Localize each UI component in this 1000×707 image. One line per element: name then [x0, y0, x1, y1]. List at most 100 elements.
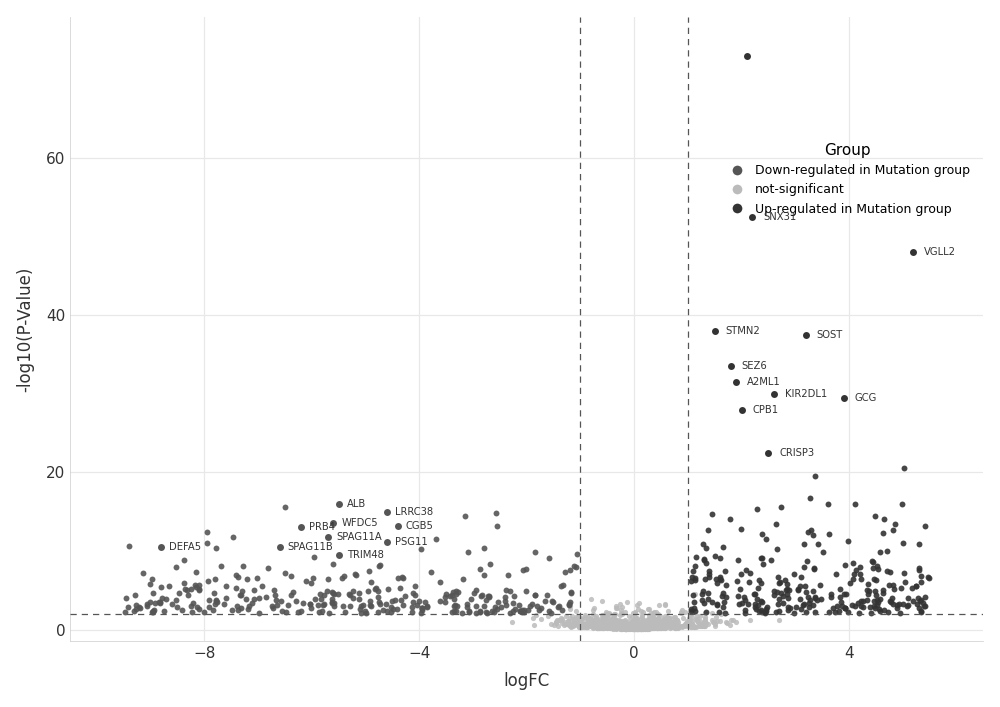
Point: [640, 617, 656, 628]
Point: [663, 621, 679, 632]
Point: [879, 546, 895, 557]
Point: [659, 617, 675, 629]
Point: [468, 600, 484, 612]
Point: [870, 563, 886, 575]
Point: [606, 623, 622, 634]
Point: [631, 619, 647, 631]
Point: [533, 602, 549, 614]
Point: [267, 590, 283, 601]
Point: [637, 623, 653, 634]
Point: [640, 623, 656, 634]
Point: [851, 607, 867, 619]
Point: [659, 612, 675, 623]
Point: [707, 550, 723, 561]
Point: [191, 579, 207, 590]
Point: [715, 602, 731, 613]
Point: [664, 619, 680, 631]
Point: [633, 623, 649, 634]
Point: [201, 594, 217, 605]
Point: [718, 579, 734, 590]
Point: [627, 611, 643, 622]
Point: [599, 608, 615, 619]
Point: [734, 597, 750, 609]
Point: [581, 615, 597, 626]
Point: [625, 622, 641, 633]
Point: [653, 621, 669, 633]
Point: [413, 544, 429, 555]
Point: [827, 607, 843, 618]
Point: [580, 615, 596, 626]
Point: [158, 593, 174, 604]
Point: [627, 624, 643, 635]
Point: [549, 614, 565, 626]
Point: [657, 616, 673, 627]
Point: [810, 539, 826, 550]
Point: [763, 554, 779, 566]
Point: [631, 597, 647, 609]
Point: [663, 621, 679, 633]
Point: [867, 585, 883, 597]
Point: [618, 623, 634, 634]
Point: [778, 584, 794, 595]
Point: [390, 520, 406, 532]
Point: [419, 600, 435, 612]
Point: [584, 617, 600, 628]
Point: [609, 621, 625, 633]
Point: [644, 620, 660, 631]
Point: [643, 618, 659, 629]
Point: [644, 617, 660, 629]
Point: [617, 619, 633, 630]
Point: [619, 622, 635, 633]
Point: [609, 623, 625, 634]
Point: [770, 598, 786, 609]
Point: [602, 622, 618, 633]
Point: [860, 588, 876, 600]
Point: [655, 617, 671, 629]
Point: [617, 607, 633, 618]
Point: [518, 563, 534, 575]
Point: [326, 600, 342, 612]
Point: [639, 622, 655, 633]
Point: [681, 621, 697, 632]
Point: [615, 621, 631, 633]
Point: [527, 546, 543, 557]
Point: [575, 613, 591, 624]
Point: [316, 590, 332, 601]
Point: [383, 606, 399, 617]
Point: [603, 620, 619, 631]
Point: [775, 597, 791, 609]
Point: [607, 622, 623, 633]
Point: [461, 607, 477, 618]
Point: [594, 618, 610, 629]
Point: [754, 597, 770, 608]
Point: [639, 619, 655, 631]
Point: [476, 542, 492, 554]
Point: [640, 623, 656, 634]
Point: [620, 621, 636, 633]
Point: [602, 622, 618, 633]
Point: [905, 595, 921, 607]
Point: [718, 591, 734, 602]
Point: [861, 585, 877, 597]
Point: [722, 514, 738, 525]
Point: [741, 577, 757, 588]
Point: [560, 616, 576, 627]
Point: [594, 617, 610, 629]
Point: [771, 593, 787, 604]
Point: [280, 600, 296, 611]
Point: [700, 619, 716, 630]
Point: [628, 623, 644, 634]
Point: [632, 624, 648, 635]
Point: [362, 596, 378, 607]
Point: [601, 616, 617, 627]
Point: [654, 621, 670, 633]
Point: [639, 619, 655, 630]
Point: [449, 600, 465, 612]
Point: [581, 617, 597, 628]
Point: [586, 619, 602, 631]
Point: [208, 595, 224, 607]
Point: [288, 595, 304, 607]
Point: [630, 623, 646, 634]
Point: [689, 615, 705, 626]
Point: [603, 617, 619, 629]
